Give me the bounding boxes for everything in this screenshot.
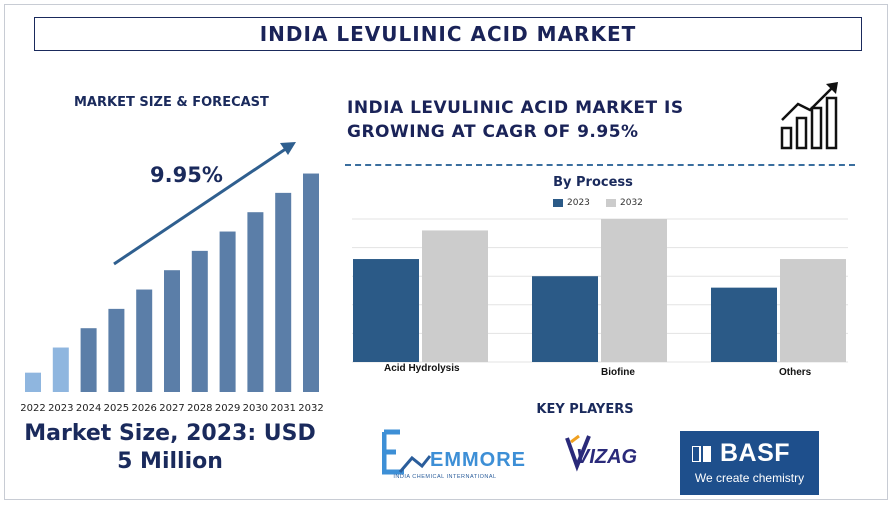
forecast-year-label-2029: 2029	[215, 403, 240, 414]
forecast-bar-2028	[191, 250, 208, 392]
basf-logo-tagline: We create chemistry	[694, 471, 805, 485]
forecast-year-label-2027: 2027	[159, 403, 184, 414]
forecast-year-label-2025: 2025	[104, 403, 129, 414]
section-divider	[345, 164, 855, 166]
forecast-year-label-2028: 2028	[187, 403, 212, 414]
forecast-year-label-2032: 2032	[298, 403, 323, 414]
emmore-logo	[382, 429, 432, 475]
legend-label-2023: 2023	[567, 198, 590, 208]
vizag-logo-text: VIZAG	[576, 446, 638, 468]
process-chart-title: By Process	[553, 175, 633, 190]
forecast-bar-2023	[52, 347, 69, 392]
category-label-others: Others	[779, 367, 812, 378]
vizag-logo	[565, 434, 591, 472]
forecast-bar-2029	[219, 231, 236, 392]
process-bar-biofine-2032	[601, 219, 667, 362]
cagr-heading-line2: GROWING AT CAGR OF 9.95%	[347, 122, 639, 142]
emmore-logo-subtitle: INDIA CHEMICAL INTERNATIONAL	[393, 474, 497, 480]
legend-swatch-2032	[606, 199, 616, 207]
forecast-bar-2030	[247, 212, 264, 392]
growth-arrow-head	[280, 142, 296, 155]
legend-item-2023: 2023	[553, 198, 590, 208]
process-bar-others-2023	[711, 287, 777, 362]
cagr-annotation: 9.95%	[150, 163, 223, 187]
forecast-bar-2024	[80, 328, 97, 392]
emmore-logo-text: EMMORE	[430, 449, 526, 471]
cagr-heading: INDIA LEVULINIC ACID MARKET IS GROWING A…	[347, 96, 684, 144]
forecast-year-label-2022: 2022	[20, 403, 45, 414]
legend-swatch-2023	[553, 199, 563, 207]
forecast-bar-2027	[164, 270, 180, 392]
forecast-bar-2032	[303, 173, 319, 392]
forecast-year-label-2031: 2031	[270, 403, 295, 414]
process-bar-acid-hydrolysis-2023	[353, 259, 419, 362]
basf-logo: BASF We create chemistry	[680, 431, 819, 495]
category-label-biofine: Biofine	[601, 367, 635, 378]
growth-arrow	[113, 144, 291, 266]
process-bar-others-2032	[780, 259, 846, 362]
outer-frame	[4, 4, 888, 500]
forecast-year-label-2024: 2024	[76, 403, 101, 414]
basf-mark-icon	[692, 446, 711, 462]
legend-label-2032: 2032	[620, 198, 643, 208]
process-bar-biofine-2023	[532, 276, 598, 362]
forecast-year-label-2023: 2023	[48, 403, 73, 414]
cagr-heading-line1: INDIA LEVULINIC ACID MARKET IS	[347, 98, 684, 118]
forecast-bar-2022	[25, 372, 41, 392]
market-size-forecast-heading: MARKET SIZE & FORECAST	[74, 95, 269, 110]
basf-logo-name: BASF	[720, 439, 791, 467]
page-title: INDIA LEVULINIC ACID MARKET	[34, 17, 862, 51]
forecast-year-label-2030: 2030	[243, 403, 268, 414]
growth-chart-icon	[780, 82, 838, 150]
category-label-acid-hydrolysis: Acid Hydrolysis	[384, 363, 460, 374]
forecast-bar-2031	[275, 192, 292, 392]
forecast-year-label-2026: 2026	[131, 403, 156, 414]
forecast-bar-2026	[136, 289, 153, 392]
key-players-heading: KEY PLAYERS	[536, 402, 634, 417]
process-bar-acid-hydrolysis-2032	[422, 230, 488, 362]
market-size-text: Market Size, 2023: USD 5 Million	[24, 421, 316, 474]
legend-item-2032: 2032	[606, 198, 643, 208]
forecast-bar-2025	[108, 308, 125, 392]
